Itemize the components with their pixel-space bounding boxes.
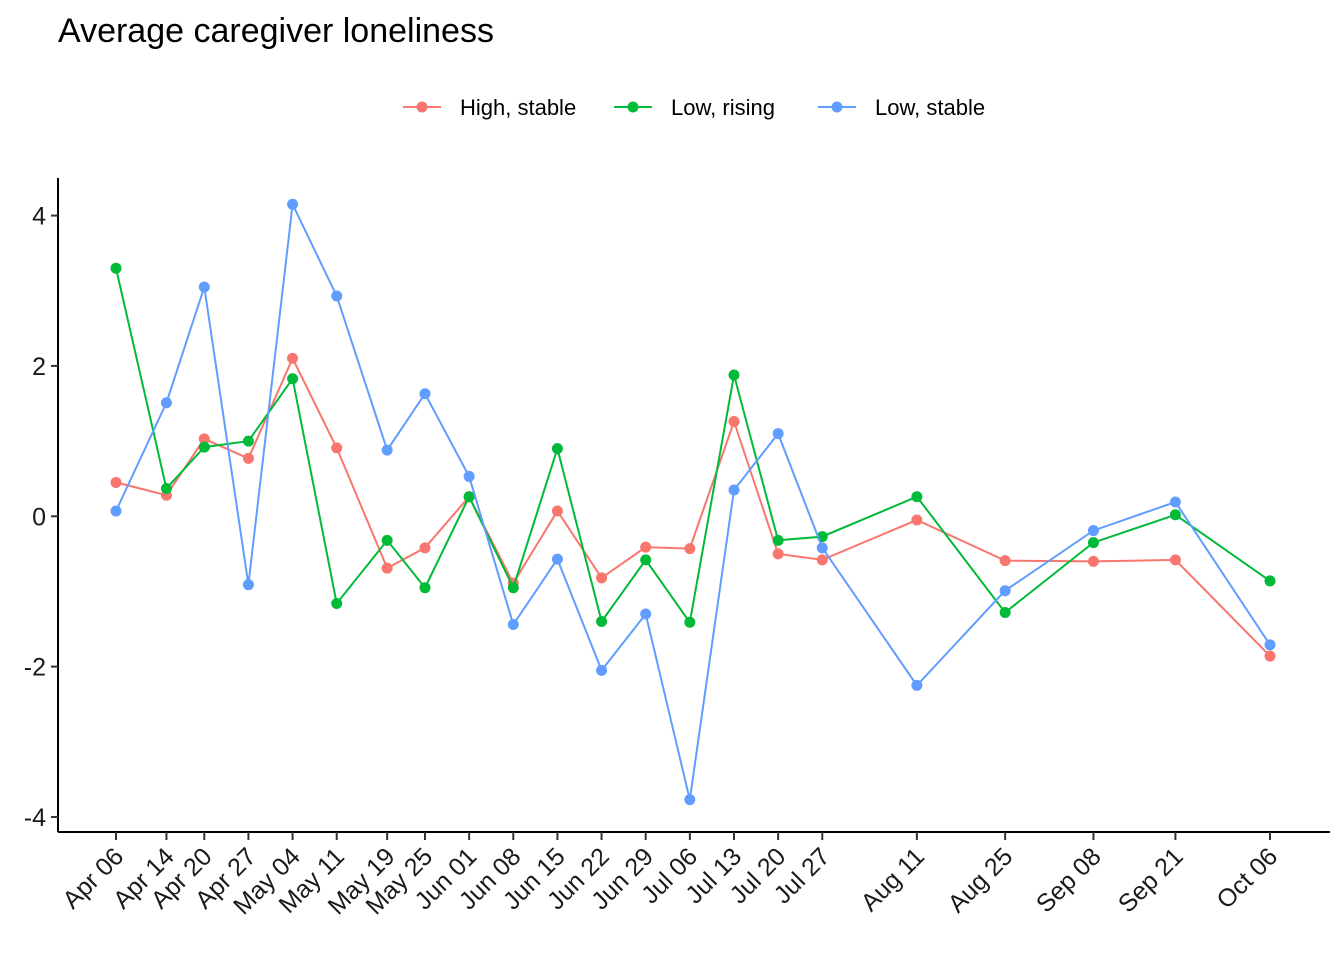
data-point (1169, 509, 1181, 521)
data-point (772, 548, 784, 560)
data-point (999, 585, 1011, 597)
data-point (419, 582, 431, 594)
data-point (640, 541, 652, 553)
series-layer (110, 198, 1276, 806)
y-tick-label: -2 (24, 654, 46, 682)
data-point (728, 416, 740, 428)
data-point (331, 442, 343, 454)
data-point (198, 433, 210, 445)
x-tick-label: Sep 21 (1113, 842, 1189, 918)
data-point (911, 679, 923, 691)
series-line (115, 267, 1271, 625)
legend-label: High, stable (460, 95, 576, 120)
x-tick-label: Oct 06 (1211, 842, 1283, 914)
legend-item: High, stable (403, 95, 576, 120)
data-point (419, 542, 431, 554)
data-point (287, 198, 299, 210)
series-0 (110, 352, 1276, 662)
legend: High, stable Low, rising Low, stable (403, 95, 985, 120)
data-point (242, 579, 254, 591)
data-point (110, 476, 122, 488)
data-point (551, 443, 563, 455)
y-tick-label: 0 (32, 503, 46, 531)
legend-label: Low, stable (875, 95, 985, 120)
data-point (160, 397, 172, 409)
data-point (596, 616, 608, 628)
legend-item: Low, stable (818, 95, 985, 120)
data-point (331, 597, 343, 609)
data-point (1087, 537, 1099, 549)
data-point (684, 616, 696, 628)
data-point (684, 543, 696, 555)
data-point (640, 554, 652, 566)
data-point (1087, 555, 1099, 567)
y-tick-label: 2 (32, 353, 46, 381)
data-point (772, 534, 784, 546)
data-point (772, 428, 784, 440)
data-point (999, 555, 1011, 567)
x-tick-label: Aug 25 (943, 842, 1019, 918)
data-point (1264, 639, 1276, 651)
data-point (911, 491, 923, 503)
data-point (1087, 525, 1099, 537)
data-point (419, 388, 431, 400)
data-point (728, 484, 740, 496)
data-point (287, 352, 299, 364)
series-line (115, 356, 1271, 657)
data-point (198, 441, 210, 453)
data-point (816, 554, 828, 566)
data-point (507, 582, 519, 594)
series-line (115, 200, 1271, 800)
chart-title: Average caregiver loneliness (58, 12, 494, 50)
data-point (381, 444, 393, 456)
data-point (551, 553, 563, 565)
x-tick-label: Sep 08 (1031, 842, 1107, 918)
legend-key-point (416, 101, 428, 113)
data-point (911, 514, 923, 526)
data-point (1264, 575, 1276, 587)
data-point (640, 608, 652, 620)
y-tick-label: -4 (24, 804, 46, 832)
data-point (999, 606, 1011, 618)
data-point (596, 572, 608, 584)
data-point (110, 505, 122, 517)
data-point (242, 435, 254, 447)
data-point (463, 491, 475, 503)
data-point (463, 470, 475, 482)
data-point (381, 562, 393, 574)
legend-label: Low, rising (671, 95, 775, 120)
data-point (728, 369, 740, 381)
data-point (242, 452, 254, 464)
data-point (1169, 496, 1181, 508)
data-point (596, 664, 608, 676)
x-tick-label: Aug 11 (856, 842, 931, 917)
legend-key-point (627, 101, 639, 113)
data-point (551, 505, 563, 517)
data-point (507, 619, 519, 631)
series-1 (110, 262, 1276, 628)
data-point (160, 482, 172, 494)
data-point (1169, 554, 1181, 566)
data-point (684, 794, 696, 806)
data-point (287, 373, 299, 385)
series-2 (110, 198, 1276, 806)
data-point (816, 542, 828, 554)
data-point (110, 262, 122, 274)
data-point (1264, 650, 1276, 662)
data-point (381, 534, 393, 546)
data-point (331, 290, 343, 302)
data-point (198, 281, 210, 293)
y-tick-label: 4 (32, 203, 46, 231)
legend-key-point (831, 101, 843, 113)
legend-item: Low, rising (614, 95, 775, 120)
